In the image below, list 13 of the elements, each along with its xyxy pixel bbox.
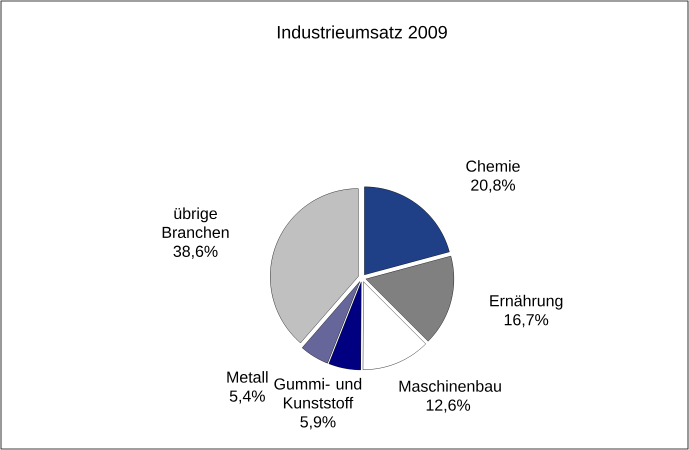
- chart-title: Industrieumsatz 2009: [278, 25, 447, 39]
- data-label: 5,4%: [230, 390, 265, 404]
- slice-label: Maschinenbau: [400, 380, 501, 392]
- slice-label: Gummi- und Kunststoff: [274, 378, 362, 409]
- data-label: 20,8%: [471, 179, 516, 193]
- slice-label: Chemie: [466, 160, 520, 172]
- data-label: 12,6%: [426, 399, 470, 413]
- data-label: 16,7%: [504, 314, 548, 328]
- data-label: 5,9%: [300, 416, 336, 430]
- slice-label: Ernährung: [490, 294, 562, 310]
- slice-label: Metall: [227, 371, 268, 383]
- slice-label: übrige Branchen: [162, 207, 229, 238]
- data-label: 38,6%: [174, 246, 218, 259]
